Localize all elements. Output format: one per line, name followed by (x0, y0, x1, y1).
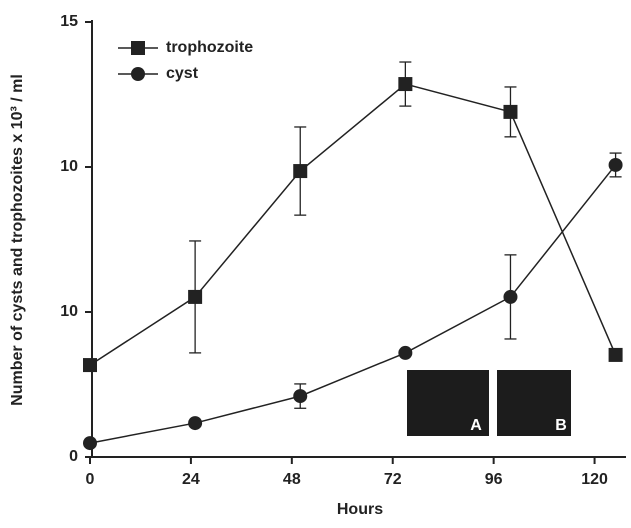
data-point (83, 436, 97, 451)
data-point (188, 289, 203, 304)
x-tick-label: 0 (86, 471, 95, 488)
data-point (398, 345, 413, 360)
data-point (131, 67, 145, 81)
inset-image (407, 370, 489, 436)
x-tick-label: 24 (182, 471, 200, 488)
data-point (608, 157, 623, 172)
x-tick-label: 96 (485, 471, 503, 488)
data-point (83, 358, 97, 373)
inset-label: A (470, 417, 482, 434)
legend-label: trophozoite (166, 39, 253, 56)
data-point (503, 104, 518, 119)
x-axis-label: Hours (337, 501, 383, 518)
y-tick-label: 10 (60, 303, 78, 320)
y-tick-label: 0 (69, 448, 78, 465)
data-point (503, 289, 518, 304)
data-point (608, 347, 623, 362)
y-tick-label: 10 (60, 158, 78, 175)
x-tick-label: 120 (581, 471, 608, 488)
legend-label: cyst (166, 65, 199, 82)
inset-image (497, 370, 571, 436)
y-axis-label: Number of cysts and trophozoites x 10³ /… (9, 74, 26, 406)
data-point (293, 389, 308, 404)
data-point (131, 41, 145, 55)
y-tick-label: 15 (60, 13, 78, 30)
data-point (188, 416, 203, 431)
x-tick-label: 72 (384, 471, 402, 488)
x-tick-label: 48 (283, 471, 301, 488)
data-point (293, 164, 308, 179)
data-point (398, 77, 413, 92)
series-line (89, 164, 617, 444)
series-line (89, 83, 617, 366)
inset-label: B (555, 417, 567, 434)
